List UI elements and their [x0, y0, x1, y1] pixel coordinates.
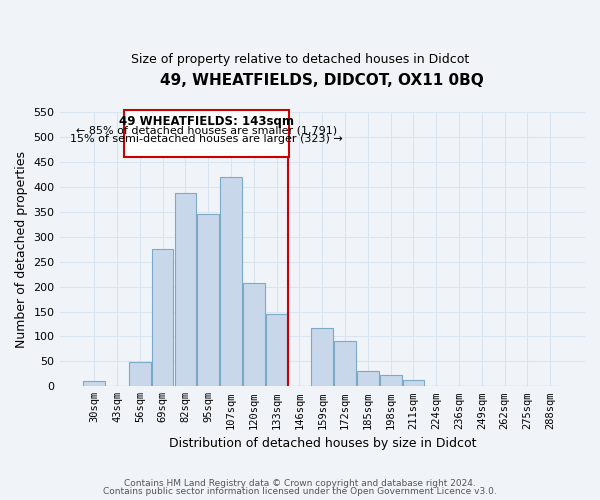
- Text: ← 85% of detached houses are smaller (1,791): ← 85% of detached houses are smaller (1,…: [76, 125, 337, 135]
- Text: 49 WHEATFIELDS: 143sqm: 49 WHEATFIELDS: 143sqm: [119, 116, 294, 128]
- Bar: [197, 214, 219, 386]
- Text: Contains HM Land Registry data © Crown copyright and database right 2024.: Contains HM Land Registry data © Crown c…: [124, 478, 476, 488]
- FancyBboxPatch shape: [124, 110, 289, 157]
- Title: 49, WHEATFIELDS, DIDCOT, OX11 0BQ: 49, WHEATFIELDS, DIDCOT, OX11 0BQ: [160, 72, 484, 88]
- Bar: [380, 376, 401, 386]
- Text: Contains public sector information licensed under the Open Government Licence v3: Contains public sector information licen…: [103, 487, 497, 496]
- Bar: [266, 314, 287, 386]
- Bar: [83, 382, 105, 386]
- Bar: [357, 372, 379, 386]
- Bar: [311, 328, 333, 386]
- Y-axis label: Number of detached properties: Number of detached properties: [15, 151, 28, 348]
- Bar: [220, 177, 242, 386]
- Text: Size of property relative to detached houses in Didcot: Size of property relative to detached ho…: [131, 52, 469, 66]
- Bar: [129, 362, 151, 386]
- Text: 15% of semi-detached houses are larger (323) →: 15% of semi-detached houses are larger (…: [70, 134, 343, 144]
- Bar: [175, 193, 196, 386]
- X-axis label: Distribution of detached houses by size in Didcot: Distribution of detached houses by size …: [169, 437, 476, 450]
- Bar: [152, 250, 173, 386]
- Bar: [334, 342, 356, 386]
- Bar: [403, 380, 424, 386]
- Bar: [243, 282, 265, 387]
